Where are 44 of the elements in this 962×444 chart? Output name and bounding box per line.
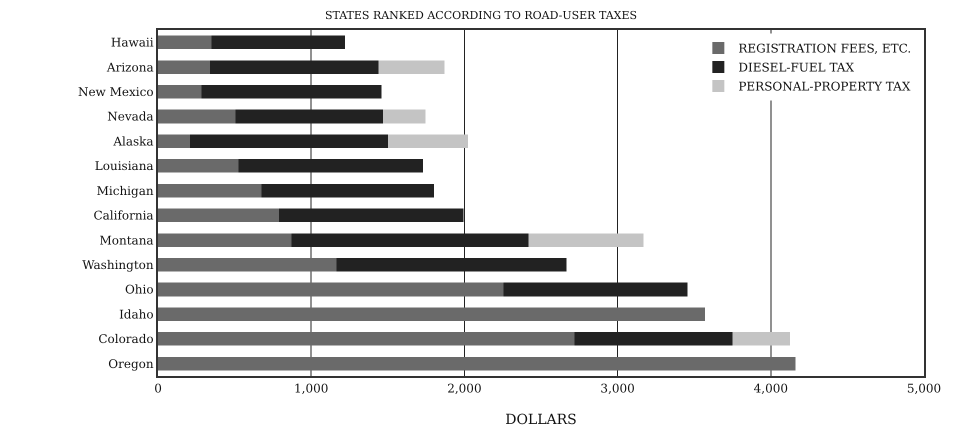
y-tick-label: Montana — [99, 233, 154, 248]
bar — [732, 332, 790, 346]
legend-label: REGISTRATION FEES, ETC. — [738, 42, 912, 56]
y-tick-label: Idaho — [119, 307, 154, 322]
bar — [528, 233, 644, 247]
x-tick-label: 3,000 — [600, 381, 635, 396]
bar — [158, 332, 575, 346]
chart-title: STATES RANKED ACCORDING TO ROAD-USER TAXES — [324, 8, 638, 22]
x-tick-label: 0 — [154, 381, 162, 396]
bar — [158, 159, 238, 173]
y-tick-label: Alaska — [112, 134, 154, 148]
bar — [158, 36, 212, 50]
bar — [383, 110, 426, 124]
x-tick-label: 2,000 — [447, 381, 482, 396]
y-tick-label: New Mexico — [78, 84, 154, 99]
bar — [378, 60, 444, 74]
y-tick-label: Louisiana — [94, 159, 154, 174]
x-tick-label: 1,000 — [294, 381, 328, 396]
y-tick-label: Oregon — [108, 356, 154, 371]
y-tick-label: Michigan — [96, 184, 154, 198]
legend-label: DIESEL-FUEL TAX — [738, 60, 854, 75]
y-tick-label: Ohio — [124, 282, 154, 297]
bar — [388, 134, 468, 148]
bar — [158, 307, 705, 322]
x-axis-title: DOLLARS — [505, 412, 577, 428]
y-tick-label: Arizona — [106, 60, 154, 74]
y-tick-label: California — [93, 208, 154, 223]
x-tick-label: 5,000 — [906, 381, 942, 396]
y-tick-label: Nevada — [107, 110, 154, 124]
bar — [158, 134, 190, 148]
bar — [158, 233, 292, 247]
bar — [158, 84, 202, 99]
x-tick-label: 4,000 — [754, 381, 788, 396]
legend-label: PERSONAL-PROPERTY TAX — [738, 80, 911, 94]
bar — [158, 282, 504, 296]
bar — [158, 208, 280, 222]
y-tick-label: Hawaii — [110, 36, 154, 50]
bar — [158, 60, 210, 74]
bar — [158, 184, 262, 198]
bar — [158, 258, 336, 272]
y-tick-label: Colorado — [98, 332, 154, 346]
y-tick-label: Washington — [82, 258, 154, 272]
bar — [158, 110, 236, 124]
bar — [158, 356, 796, 370]
